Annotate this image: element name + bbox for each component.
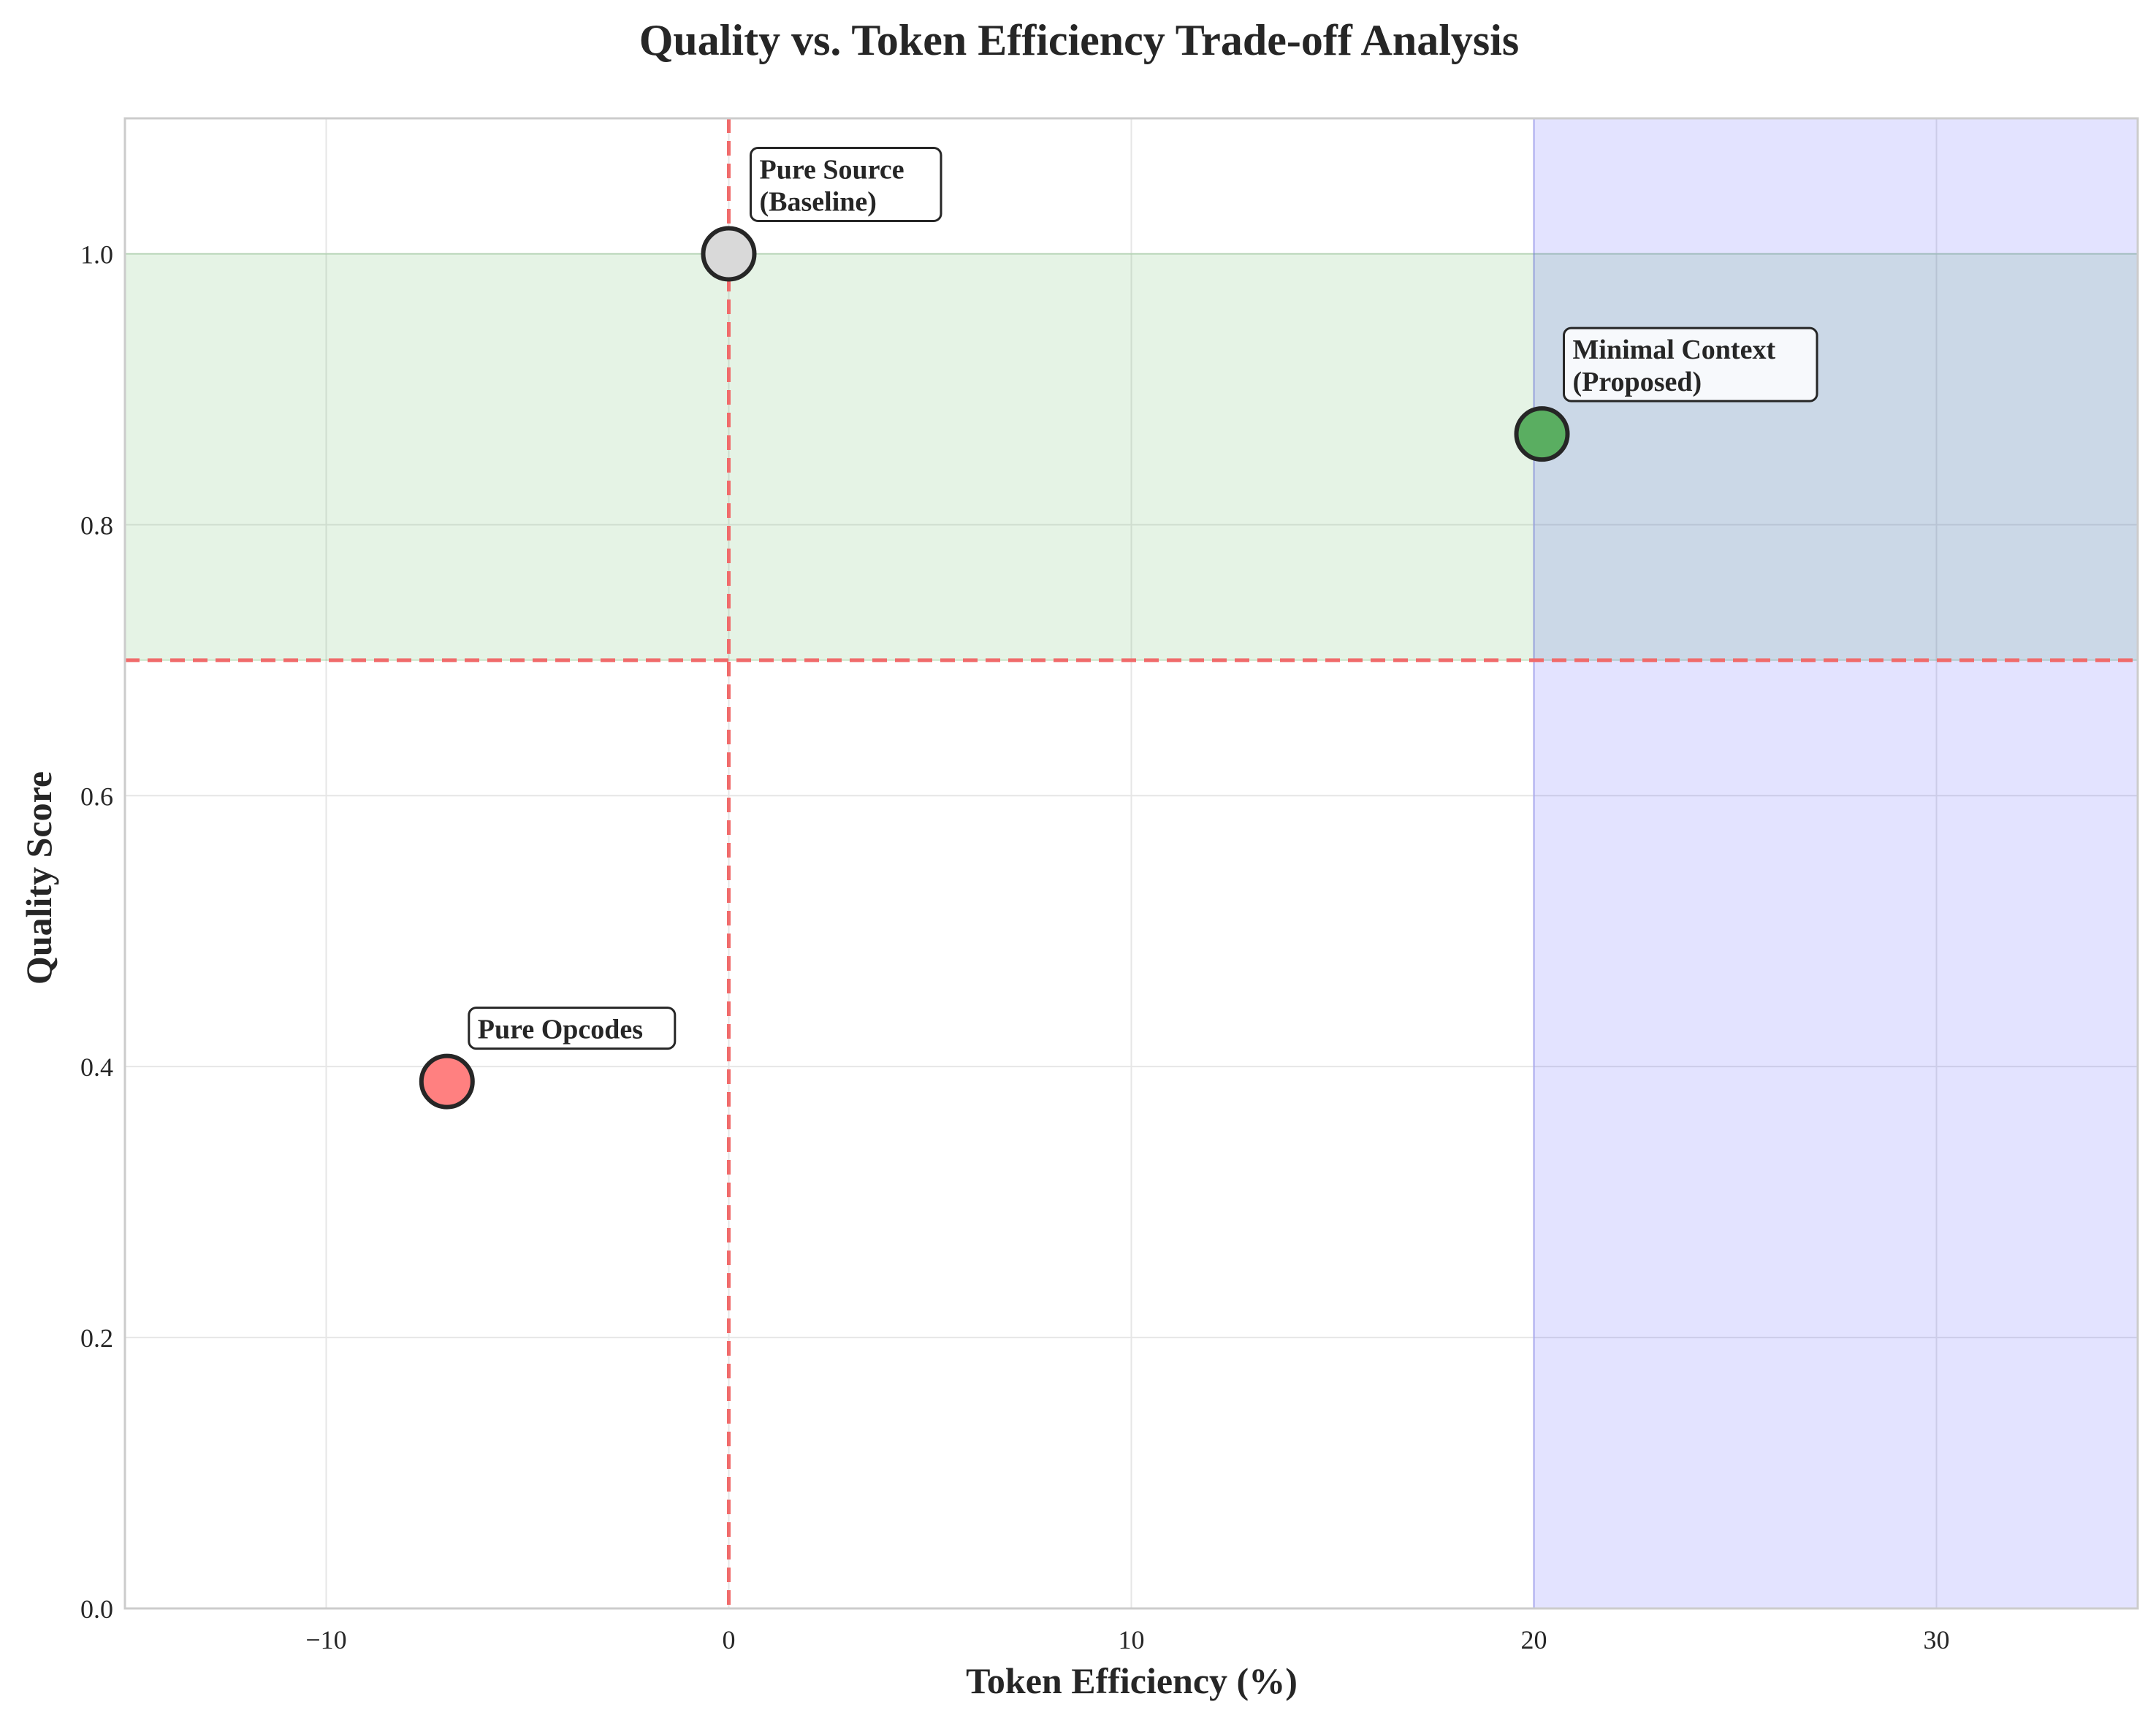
data-point-label: (Baseline) [760, 186, 877, 217]
x-tick-label: 0 [723, 1625, 736, 1654]
annotation-box [750, 146, 942, 222]
annotation-box [1563, 327, 1818, 402]
chart-title: Quality vs. Token Efficiency Trade-off A… [639, 16, 1520, 64]
y-tick-label: 0.6 [80, 782, 113, 811]
y-tick-label: 0.4 [80, 1053, 113, 1082]
y-tick-label: 0.0 [80, 1595, 113, 1624]
x-tick-label: 30 [1924, 1625, 1950, 1654]
data-point [701, 226, 757, 282]
y-axis-label: Quality Score [18, 771, 59, 985]
data-point-label: Minimal Context [1573, 335, 1776, 365]
x-tick-label: 10 [1119, 1625, 1145, 1654]
data-point-label: Pure Opcodes [478, 1015, 643, 1045]
y-tick-label: 0.2 [80, 1324, 113, 1353]
shaded-region-0 [124, 253, 2138, 661]
data-point [1514, 406, 1570, 462]
data-point-label: (Proposed) [1573, 367, 1702, 397]
y-tick-label: 0.8 [80, 511, 113, 540]
y-tick-label: 1.0 [80, 240, 113, 269]
x-tick-label: 20 [1521, 1625, 1547, 1654]
x-tick-label: −10 [305, 1625, 346, 1654]
x-axis-label: Token Efficiency (%) [966, 1660, 1298, 1701]
axes-frame [123, 117, 2139, 1610]
annotation-box [468, 1007, 677, 1050]
data-point-label: Pure Source [760, 154, 904, 185]
data-point [419, 1053, 475, 1110]
